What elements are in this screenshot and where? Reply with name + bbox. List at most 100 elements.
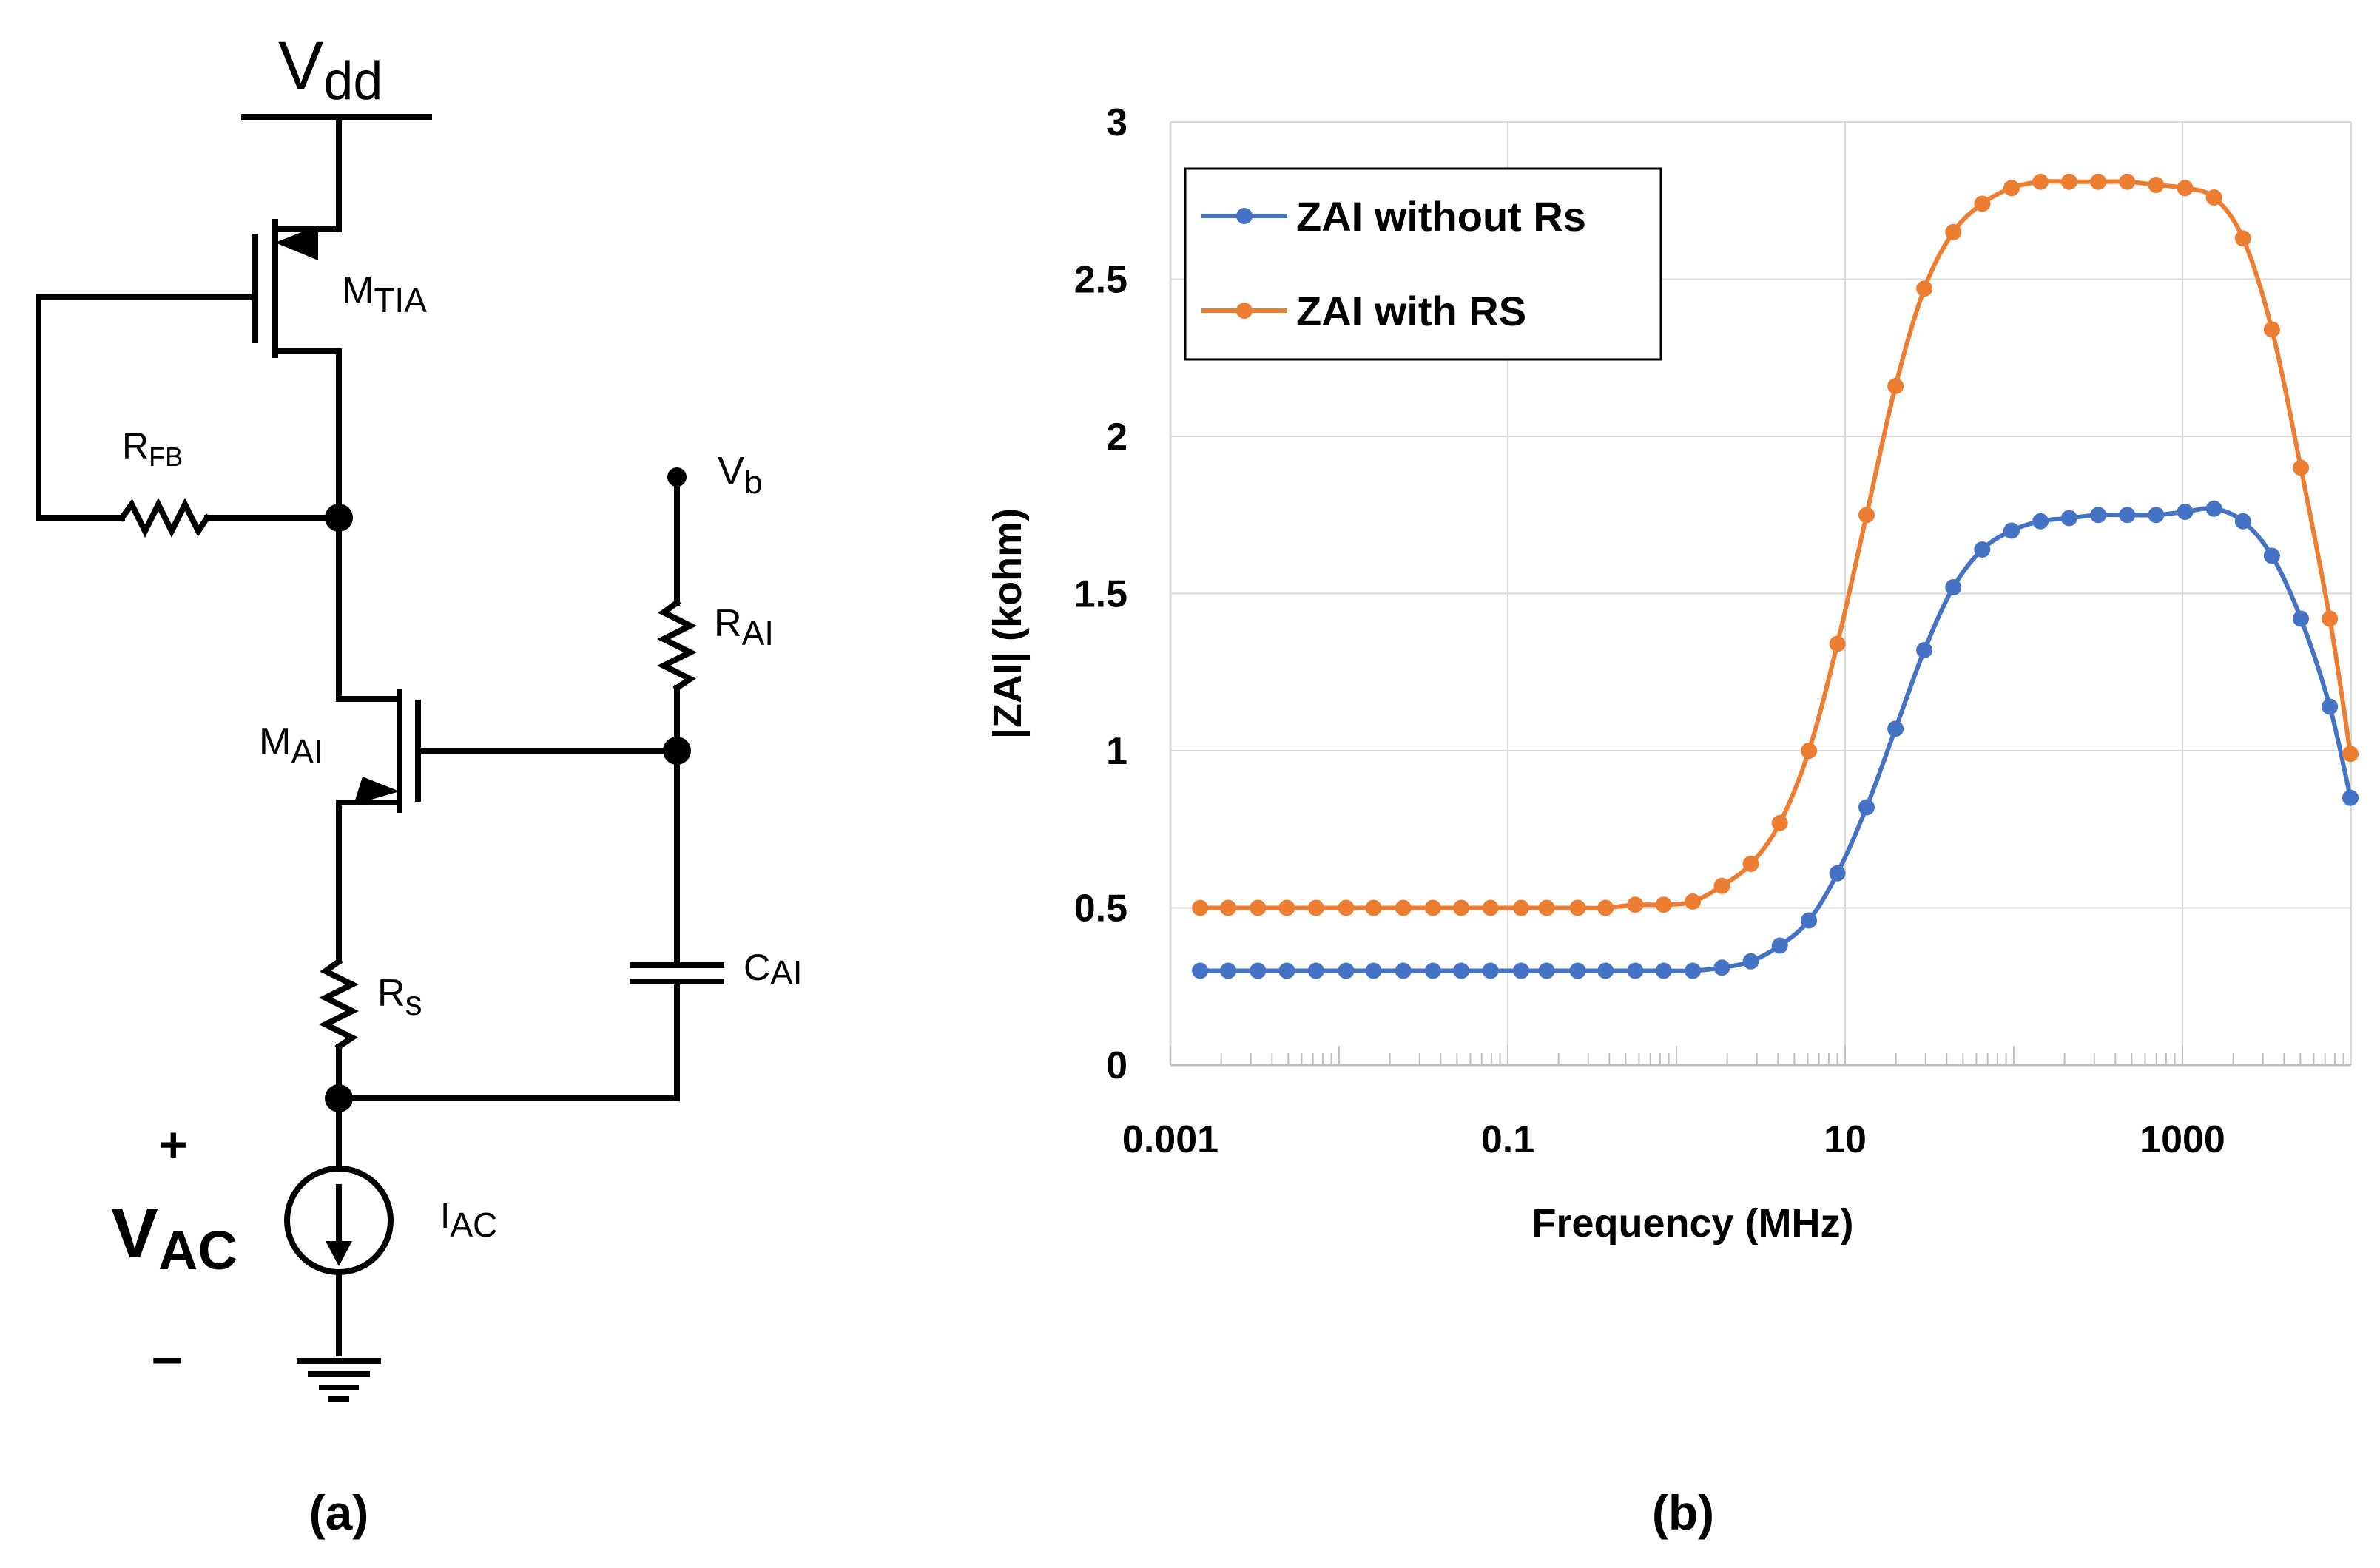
data-point [2177, 180, 2194, 197]
data-point [2003, 180, 2020, 197]
data-point [1538, 899, 1555, 916]
data-point [2090, 507, 2107, 524]
vb-terminal-dot [667, 467, 687, 487]
y-tick-label: 1 [1106, 730, 1127, 773]
y-tick-label: 0 [1106, 1044, 1127, 1087]
data-point [1424, 962, 1441, 979]
data-point [1858, 799, 1875, 816]
rai-resistor [657, 598, 697, 692]
x-ticks: 0.001 0.1 10 1000 [1122, 1118, 2225, 1161]
data-point [2205, 500, 2222, 517]
data-point [1655, 896, 1672, 913]
vb-label: Vb [718, 449, 763, 501]
legend-label-with-rs: ZAI with RS [1296, 288, 1526, 334]
data-point [1945, 579, 1962, 595]
data-point [1395, 962, 1412, 979]
circuit-schematic [36, 114, 724, 1402]
data-point [2293, 610, 2310, 627]
series-without-rs [1192, 500, 2359, 979]
data-point [2322, 610, 2339, 627]
data-point [1307, 962, 1324, 979]
data-point [1220, 899, 1237, 916]
data-point [2234, 230, 2251, 247]
data-point [1597, 962, 1614, 979]
impedance-chart: 0.001 0.1 10 1000 0 0.5 1 1.5 2 2.5 3 Frequency (… [985, 101, 2359, 1246]
mtia-arrow [275, 226, 318, 260]
series-layer [1192, 173, 2359, 979]
data-point [1453, 962, 1470, 979]
rfb-resistor [118, 498, 212, 538]
data-point [1685, 893, 1702, 910]
data-point [1424, 899, 1441, 916]
data-point [1916, 642, 1933, 658]
mai-label: MAI [259, 720, 323, 771]
circuit-fills [275, 226, 691, 1266]
data-point [2342, 746, 2359, 763]
data-point [1395, 899, 1412, 916]
y-tick-label: 0.5 [1074, 888, 1127, 930]
axes [1169, 122, 2351, 1067]
data-point [1974, 195, 1991, 212]
rai-label: RAI [714, 602, 774, 652]
y-tick-label: 2.5 [1074, 259, 1127, 302]
data-point [1513, 899, 1530, 916]
data-point [1220, 962, 1237, 979]
series-with-rs [1192, 173, 2359, 916]
x-tick-label: 0.1 [1481, 1118, 1534, 1161]
data-point [1482, 899, 1499, 916]
data-point [2205, 189, 2222, 206]
data-point [2263, 547, 2280, 564]
vac-minus: – [152, 1325, 183, 1388]
panel-a-label: (a) [309, 1485, 369, 1540]
data-point [1338, 962, 1355, 979]
node-dot [325, 504, 353, 532]
y-tick-label: 1.5 [1074, 573, 1127, 616]
x-tick-label: 0.001 [1122, 1118, 1218, 1161]
legend-label-without-rs: ZAI without Rs [1296, 193, 1586, 240]
data-point [1742, 953, 1759, 970]
legend-box [1184, 167, 1662, 361]
data-point [2234, 513, 2251, 530]
data-point [2060, 173, 2077, 190]
node-dot [663, 737, 691, 765]
data-point [2148, 177, 2165, 193]
x-axis-title: Frequency (MHz) [1531, 1201, 1853, 1246]
data-point [1685, 962, 1702, 979]
data-point [1569, 962, 1586, 979]
data-point [1250, 899, 1267, 916]
y-ticks: 0 0.5 1 1.5 2 2.5 3 [1074, 101, 1127, 1087]
y-tick-label: 3 [1106, 101, 1127, 144]
data-point [1887, 720, 1904, 737]
data-point [1655, 962, 1672, 979]
vac-plus: + [159, 1117, 188, 1172]
data-point [1742, 856, 1759, 872]
mai-arrow [354, 777, 400, 805]
data-point [1453, 899, 1470, 916]
data-point [2032, 173, 2049, 190]
data-point [1713, 959, 1730, 976]
data-point [1365, 962, 1382, 979]
y-axis-title: |ZAI| (kohm) [985, 508, 1031, 739]
data-point [2060, 510, 2077, 527]
iac-label: IAC [440, 1197, 497, 1244]
data-point [1858, 507, 1875, 524]
data-point [1597, 899, 1614, 916]
data-point [2003, 522, 2020, 539]
data-point [2293, 459, 2310, 476]
legend-marker-without-rs [1236, 208, 1253, 224]
vac-label: VAC [111, 1194, 237, 1281]
current-arrowhead [326, 1241, 352, 1266]
data-point [1482, 962, 1499, 979]
data-point [1801, 912, 1818, 929]
data-point [1278, 899, 1295, 916]
data-point [1801, 743, 1818, 759]
data-point [1192, 899, 1209, 916]
data-point [1338, 899, 1355, 916]
y-tick-label: 2 [1106, 416, 1127, 459]
data-point [1829, 635, 1846, 652]
data-point [1538, 962, 1555, 979]
data-point [1278, 962, 1295, 979]
data-point [2090, 173, 2107, 190]
data-point [1365, 899, 1382, 916]
